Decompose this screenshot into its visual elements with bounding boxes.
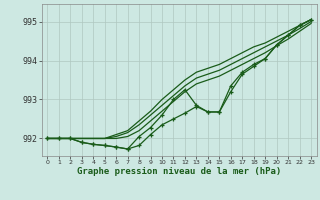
X-axis label: Graphe pression niveau de la mer (hPa): Graphe pression niveau de la mer (hPa): [77, 167, 281, 176]
